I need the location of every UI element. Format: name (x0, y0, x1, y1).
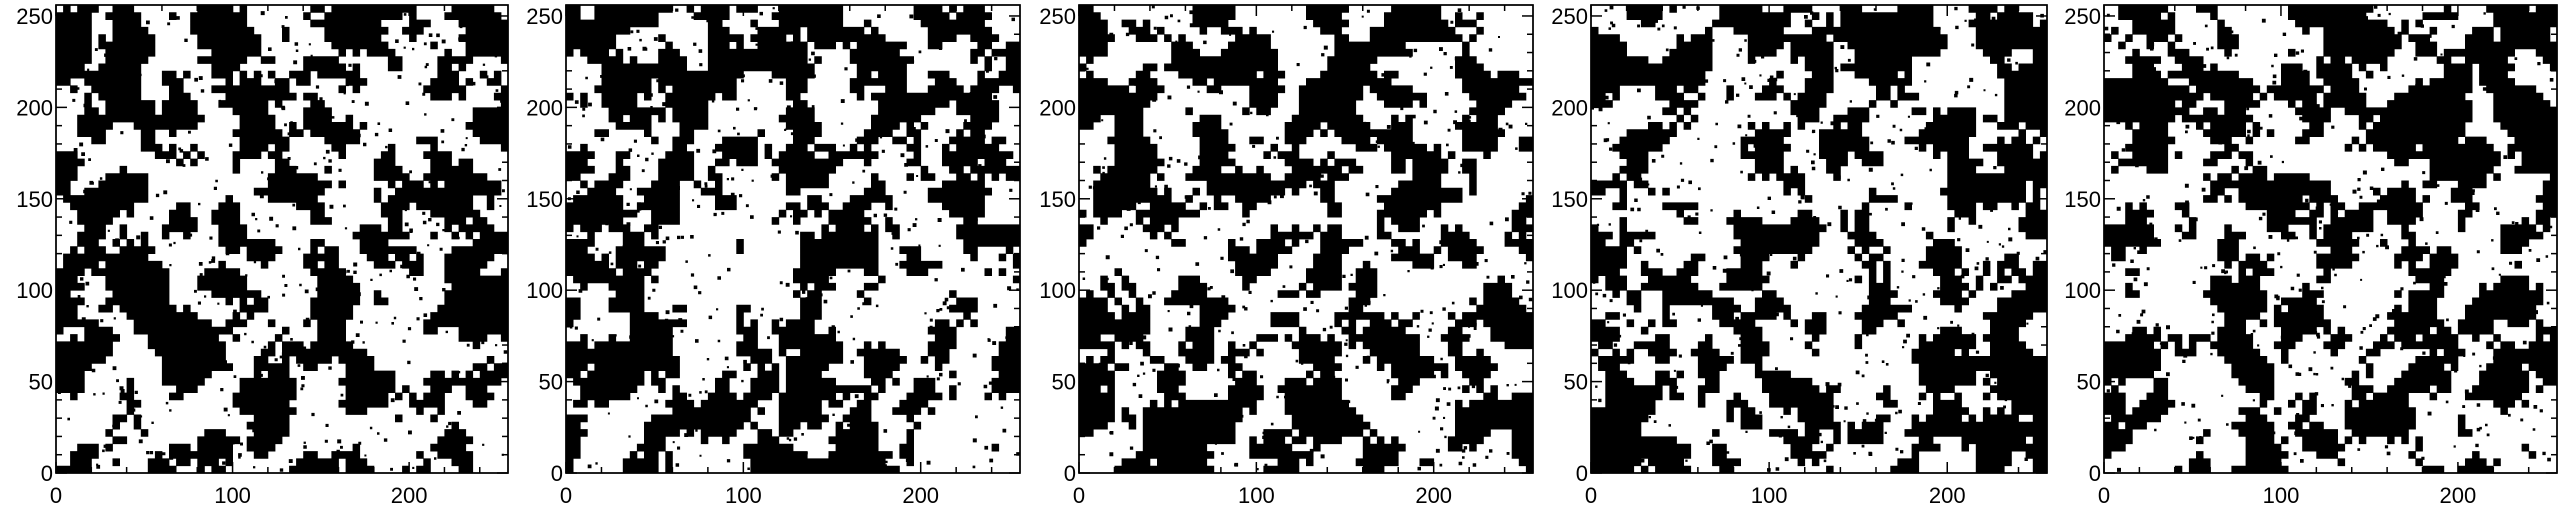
y-tick-label: 0 (41, 461, 53, 486)
occupied-sites (1079, 5, 1534, 474)
y-tick-label: 100 (16, 278, 53, 303)
y-tick-label: 250 (526, 4, 563, 29)
y-tick-label: 150 (2064, 187, 2101, 212)
chart-panel-2: 0 100 200 0 50 100 150 200 250 (526, 4, 1021, 508)
chart-panel-4: 0 100 200 0 50 100 150 200 250 (1551, 4, 2048, 508)
y-tick-label: 0 (2089, 461, 2101, 486)
x-tick-label: 0 (1073, 483, 1085, 508)
y-tick-label: 50 (1052, 370, 1076, 395)
y-tick-label: 150 (16, 187, 53, 212)
x-tick-label: 200 (1929, 483, 1966, 508)
y-tick-label: 250 (2064, 4, 2101, 29)
x-tick-label: 0 (1585, 483, 1597, 508)
y-tick-label: 0 (1576, 461, 1588, 486)
y-tick-label: 250 (1039, 4, 1076, 29)
x-tick-label: 0 (560, 483, 572, 508)
plot-frame (2103, 4, 2558, 474)
occupied-sites (1591, 5, 2048, 474)
chart-panel-5: 0 100 200 0 50 100 150 200 250 (2064, 4, 2558, 508)
y-tick-label: 200 (526, 95, 563, 120)
y-tick-label: 250 (1551, 4, 1588, 29)
y-tick-label: 100 (1551, 278, 1588, 303)
y-tick-label: 100 (2064, 278, 2101, 303)
y-tick-label: 200 (2064, 95, 2101, 120)
x-tick-label: 100 (1751, 483, 1788, 508)
x-tick-label: 200 (1415, 483, 1452, 508)
plot-frame (1590, 4, 2048, 474)
y-tick-label: 50 (1564, 370, 1588, 395)
y-tick-label: 50 (29, 370, 53, 395)
x-tick-label: 200 (902, 483, 939, 508)
x-tick-label: 100 (1238, 483, 1275, 508)
chart-panel-1: 0 100 200 0 50 100 150 200 250 (16, 4, 509, 508)
y-tick-label: 250 (16, 4, 53, 29)
x-tick-label: 200 (2440, 483, 2477, 508)
plot-frame (1078, 4, 1534, 474)
y-tick-label: 0 (1064, 461, 1076, 486)
y-tick-label: 200 (1039, 95, 1076, 120)
plot-frame (55, 4, 509, 474)
x-tick-label: 100 (214, 483, 251, 508)
x-tick-label: 200 (391, 483, 428, 508)
y-tick-label: 150 (1039, 187, 1076, 212)
y-tick-label: 150 (1551, 187, 1588, 212)
y-tick-label: 200 (1551, 95, 1588, 120)
x-tick-label: 0 (50, 483, 62, 508)
y-tick-label: 100 (1039, 278, 1076, 303)
y-tick-label: 100 (526, 278, 563, 303)
y-tick-label: 200 (16, 95, 53, 120)
occupied-sites (56, 5, 509, 474)
x-tick-label: 100 (725, 483, 762, 508)
chart-panel-3: 0 100 200 0 50 100 150 200 250 (1039, 4, 1534, 508)
x-tick-label: 0 (2098, 483, 2110, 508)
y-tick-label: 150 (526, 187, 563, 212)
plot-frame (565, 4, 1021, 474)
x-tick-label: 100 (2263, 483, 2300, 508)
y-tick-label: 0 (551, 461, 563, 486)
y-tick-label: 50 (2077, 370, 2101, 395)
occupied-sites (2104, 5, 2558, 474)
y-tick-label: 50 (539, 370, 563, 395)
occupied-sites (566, 5, 1021, 474)
